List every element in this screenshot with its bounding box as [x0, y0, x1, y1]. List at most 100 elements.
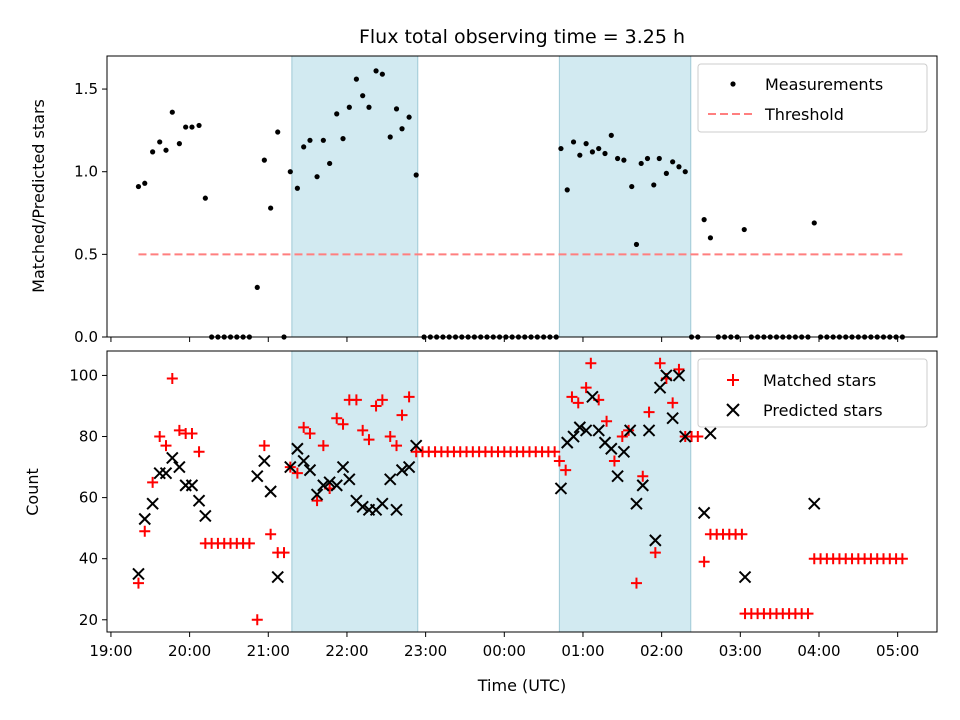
matched-star-point [616, 431, 628, 443]
matched-star-point [291, 467, 303, 479]
x-tick-label: 20:00 [168, 642, 211, 660]
measurement-point [596, 145, 602, 152]
measurement-point [150, 149, 156, 155]
measurements-series [135, 68, 905, 340]
chart-title: Flux total observing time = 3.25 h [359, 26, 685, 48]
matched-star-point [154, 431, 166, 443]
measurement-point [314, 174, 320, 180]
predicted-star-point [623, 424, 637, 437]
measurement-point [682, 169, 688, 175]
matched-star-point [265, 528, 277, 540]
measurement-point [644, 155, 651, 162]
predicted-star-point [579, 424, 593, 437]
predicted-star-point [390, 503, 403, 517]
measurement-point [602, 150, 608, 157]
measurement-point [196, 122, 202, 129]
matched-star-point [139, 525, 151, 537]
predicted-star-point [323, 476, 336, 489]
measurement-point [202, 195, 208, 201]
matched-star-point [186, 427, 198, 439]
predicted-star-point [291, 442, 304, 455]
predicted-star-point [356, 500, 369, 513]
matched-star-point [391, 440, 403, 452]
measurement-point [589, 149, 596, 155]
x-tick-label: 19:00 [89, 642, 132, 660]
legend-predicted-marker [726, 403, 740, 417]
matched-star-point [337, 418, 349, 430]
predicted-star-point [317, 479, 330, 492]
top-y-tick-label: 0.5 [74, 245, 98, 263]
measurement-point [608, 132, 614, 138]
matched-star-point [580, 382, 592, 394]
measurement-point [406, 114, 412, 120]
measurement-point [320, 137, 326, 143]
top-y-axis: 0.0 0.5 1.0 1.5 [74, 80, 107, 346]
measurement-point [294, 185, 300, 191]
matched-star-point [132, 577, 144, 589]
matched-star-point [601, 415, 613, 427]
predicted-star-point [672, 369, 686, 382]
measurement-point [301, 144, 307, 150]
top-legend-box [697, 63, 928, 133]
x-tick-label: 03:00 [719, 642, 762, 660]
top-shaded-window-1 [291, 55, 419, 338]
top-y-axis-label: Matched/Predicted stars [29, 99, 48, 293]
legend-measurements-label: Measurements [765, 75, 883, 94]
bottom-y-tick-label: 100 [69, 366, 98, 384]
matched-star-point [667, 397, 679, 409]
predicted-star-point [573, 421, 587, 434]
predicted-star-point [138, 512, 151, 526]
predicted-star-point [666, 411, 679, 425]
matched-star-point [649, 547, 661, 559]
predicted-star-point [199, 509, 212, 523]
matched-star-point [630, 577, 642, 589]
predicted-star-point [592, 424, 605, 437]
matched-star-point [298, 421, 310, 433]
measurement-point [707, 235, 714, 241]
measurement-point [741, 226, 747, 233]
predicted-star-point [336, 460, 350, 474]
x-tick-label: 01:00 [561, 642, 604, 660]
measurement-point [189, 124, 195, 130]
measurement-point [176, 141, 182, 147]
matched-star-point [643, 406, 655, 418]
matched-star-point [357, 424, 369, 436]
x-tick-label: 04:00 [797, 642, 840, 660]
predicted-star-point [132, 567, 145, 581]
measurement-point [366, 104, 372, 110]
predicted-star-point [384, 473, 397, 486]
measurement-point [656, 155, 662, 162]
measurement-point [340, 136, 346, 142]
bottom-y-tick-label: 40 [79, 550, 98, 568]
measurement-point [633, 241, 640, 248]
legend-matched-marker [727, 374, 739, 386]
measurement-point [135, 183, 142, 190]
legend-threshold-label: Threshold [764, 105, 844, 124]
matched-star-point [560, 464, 572, 476]
predicted-star-point [258, 454, 271, 468]
matched-star-point [166, 372, 178, 384]
top-y-tick-label: 1.5 [74, 80, 98, 98]
x-tick-label: 23:00 [404, 642, 447, 660]
matched-star-point [251, 614, 263, 626]
measurement-point [663, 170, 669, 176]
legend-matched-label: Matched stars [763, 371, 876, 390]
matched-star-point [258, 440, 270, 452]
matched-star-point [692, 431, 704, 443]
top-y-tick-label: 0.0 [74, 328, 98, 346]
matched-star-point [173, 424, 185, 436]
predicted-star-point [297, 454, 310, 468]
bottom-x-axis: 19:00 20:00 21:00 22:00 23:00 00:00 01:00 02:00… [89, 632, 919, 660]
matched-star-point [243, 537, 255, 549]
measurement-point [393, 106, 400, 112]
predicted-star-point [310, 488, 324, 501]
bottom-y-tick-label: 80 [79, 428, 98, 446]
x-tick-label: 00:00 [483, 642, 526, 660]
predicted-star-point [679, 430, 692, 443]
x-tick-label: 22:00 [325, 642, 368, 660]
bottom-shaded-window-2 [558, 350, 692, 633]
top-axes-frame [106, 55, 938, 338]
predicted-star-point [173, 460, 186, 474]
predicted-star-point [704, 427, 717, 440]
matched-star-point [608, 455, 620, 467]
